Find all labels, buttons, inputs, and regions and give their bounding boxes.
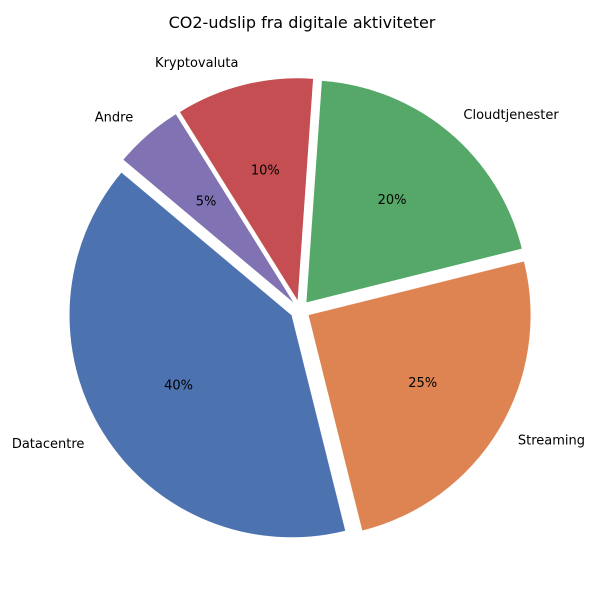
pie-slice-andre	[123, 114, 294, 303]
slice-label-streaming: Streaming	[518, 433, 585, 448]
pie-slice-streaming	[308, 261, 531, 531]
slice-label-kryptovaluta: Kryptovaluta	[155, 56, 238, 71]
pie-labels: Datacentre 40% Streaming 25% Cloudtjenester 2…	[12, 56, 585, 452]
pie-slice-kryptovaluta	[179, 78, 314, 301]
chart-title: CO2-udslip fra digitale aktiviteter	[169, 13, 436, 32]
pie-slices	[69, 78, 531, 538]
slice-label-cloudtjenester: Cloudtjenester	[463, 108, 559, 123]
slice-value-kryptovaluta: 10%	[251, 164, 280, 179]
slice-value-datacentre: 40%	[164, 378, 193, 393]
slice-value-cloudtjenester: 20%	[378, 193, 407, 208]
slice-value-andre: 5%	[196, 194, 217, 209]
pie-slice-datacentre	[69, 172, 346, 538]
slice-label-datacentre: Datacentre	[12, 437, 85, 452]
pie-slice-cloudtjenester	[306, 80, 522, 303]
slice-label-andre: Andre	[95, 111, 133, 126]
slice-value-streaming: 25%	[408, 376, 437, 391]
